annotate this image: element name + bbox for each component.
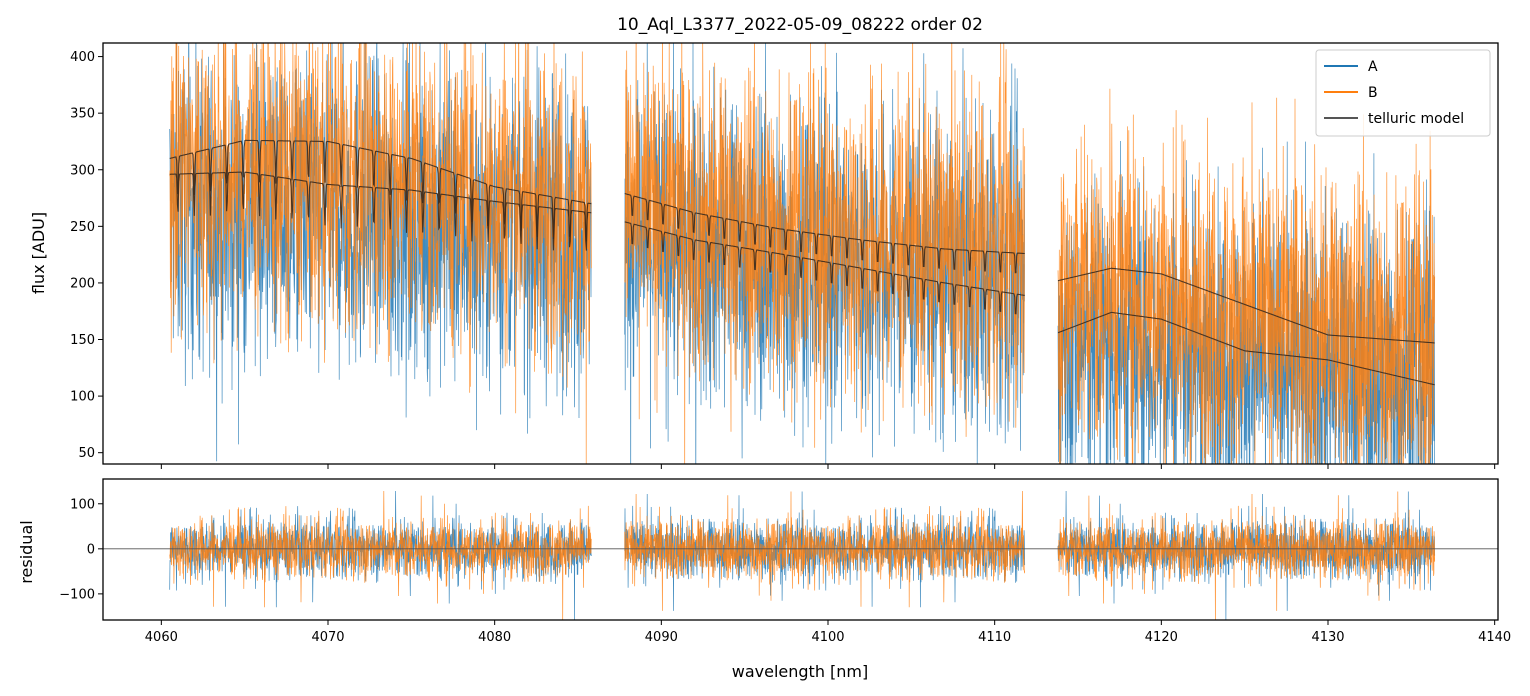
flux-y-ticks: 50 100 150 200 250 300 350 400 bbox=[70, 50, 103, 461]
x-tick-label: 4080 bbox=[478, 630, 511, 645]
residual-a-segment-1 bbox=[169, 490, 592, 620]
series-telluric-model-curve-3 bbox=[624, 192, 1025, 274]
residual-y-axis-label: residual bbox=[17, 520, 36, 583]
residual-panel-frame bbox=[102, 478, 1499, 621]
series-b-segment-1 bbox=[169, 43, 592, 464]
legend: A B telluric model bbox=[1315, 49, 1491, 137]
series-b-segment-2 bbox=[624, 43, 1026, 464]
series-telluric-model-curve-6 bbox=[1057, 311, 1435, 386]
series-b-segment-3 bbox=[1057, 88, 1436, 464]
chart-title: 10_Aql_L3377_2022-05-09_08222 order 02 bbox=[617, 15, 983, 35]
flux-panel: 50 100 150 200 250 300 350 400 flux [ADU] A B t… bbox=[29, 42, 1499, 469]
residual-a-segment-3 bbox=[1057, 490, 1436, 620]
residual-b-segment-1 bbox=[169, 490, 592, 620]
residual-data bbox=[103, 490, 1498, 620]
legend-label-telluric: telluric model bbox=[1368, 111, 1464, 127]
flux-y-tick-label: 400 bbox=[70, 50, 95, 65]
flux-x-ticks bbox=[160, 464, 1496, 469]
flux-y-tick-label: 200 bbox=[70, 276, 95, 291]
x-tick-label: 4070 bbox=[311, 630, 344, 645]
flux-data bbox=[169, 43, 1436, 464]
flux-y-tick-label: 250 bbox=[70, 220, 95, 235]
flux-y-tick-label: 100 bbox=[70, 390, 95, 405]
series-telluric-model-curve-2 bbox=[169, 171, 592, 251]
legend-box bbox=[1315, 49, 1491, 137]
x-axis-label: wavelength [nm] bbox=[732, 662, 869, 681]
x-tick-label: 4120 bbox=[1145, 630, 1178, 645]
x-tick-label: 4090 bbox=[645, 630, 678, 645]
legend-label-b: B bbox=[1368, 85, 1378, 101]
legend-label-a: A bbox=[1368, 59, 1378, 75]
residual-y-tick-label: 100 bbox=[70, 497, 95, 512]
residual-panel: −100 0 100 4060 4070 4080 4090 4100 4110 4120 413… bbox=[17, 478, 1511, 681]
x-tick-label: 4130 bbox=[1311, 630, 1344, 645]
residual-b-segment-2 bbox=[624, 490, 1026, 611]
flux-y-tick-label: 300 bbox=[70, 163, 95, 178]
series-telluric-model-curve-4 bbox=[624, 221, 1025, 315]
x-tick-label: 4110 bbox=[978, 630, 1011, 645]
x-tick-label: 4140 bbox=[1478, 630, 1511, 645]
x-tick-label: 4100 bbox=[811, 630, 844, 645]
series-telluric-model-curve-5 bbox=[1057, 267, 1435, 344]
residual-y-tick-label: 0 bbox=[87, 542, 95, 557]
flux-y-tick-label: 350 bbox=[70, 107, 95, 122]
residual-x-ticks: 4060 4070 4080 4090 4100 4110 4120 4130 4140 bbox=[145, 620, 1511, 645]
residual-b-segment-3 bbox=[1057, 491, 1436, 620]
flux-y-axis-label: flux [ADU] bbox=[29, 212, 48, 294]
flux-y-tick-label: 50 bbox=[78, 446, 95, 461]
flux-panel-frame bbox=[102, 42, 1499, 465]
residual-y-ticks: −100 0 100 bbox=[59, 497, 103, 602]
x-tick-label: 4060 bbox=[145, 630, 178, 645]
residual-y-tick-label: −100 bbox=[59, 587, 95, 602]
flux-y-tick-label: 150 bbox=[70, 333, 95, 348]
